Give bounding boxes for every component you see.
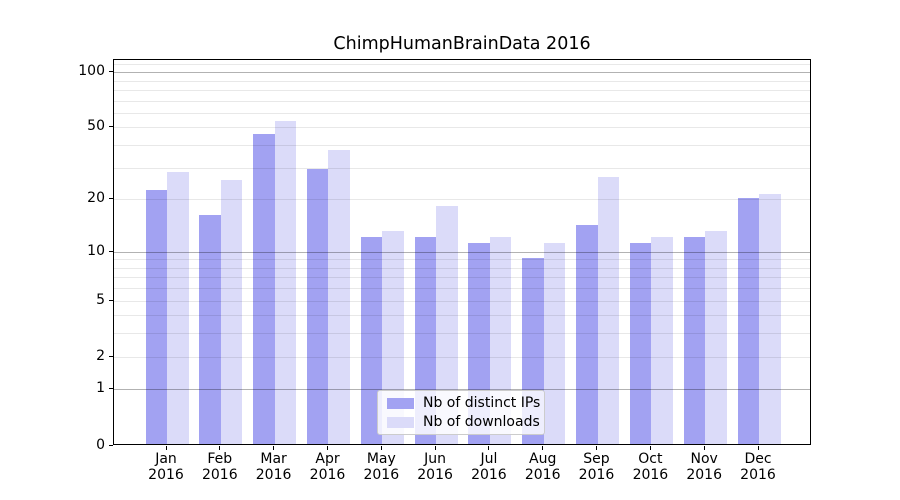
bar-distinct-ips-dec [737,197,759,444]
x-tick-year: 2016 [686,467,722,483]
x-tick-month: Mar [260,451,287,467]
bar-distinct-ips-apr [306,168,329,444]
y-axis-tick-label: 5 [96,291,105,308]
y-axis-tick-mark [109,126,113,128]
legend-swatch-downloads [387,416,414,428]
y-axis-tick-label: 20 [87,190,105,207]
x-axis-tick-label: Nov 2016 [674,451,734,483]
x-tick-year: 2016 [255,467,292,483]
bar-downloads-mar [274,121,297,444]
x-tick-month: Apr [315,451,340,467]
x-axis-tick-label: Dec 2016 [728,451,788,483]
legend: Nb of distinct IPs Nb of downloads [377,390,545,435]
y-axis-tick-label: 1 [96,380,105,397]
x-axis-tick-mark [434,446,436,450]
x-axis-tick-label: Jun 2016 [405,451,465,483]
x-tick-year: 2016 [363,467,400,483]
plot-area [113,59,811,445]
legend-label-downloads: Nb of downloads [423,414,540,430]
x-axis-tick-label: May 2016 [351,451,411,483]
bar-downloads-jun [436,205,458,444]
y-axis-tick-mark [109,388,113,390]
bar-downloads-sep [597,177,620,444]
x-axis-tick-label: Jul 2016 [459,451,519,483]
bar-distinct-ips-mar [253,134,275,444]
y-axis-tick-label: 100 [78,63,105,80]
x-tick-year: 2016 [309,467,346,483]
y-axis-tick-mark [109,444,113,446]
bar-downloads-apr [328,149,350,444]
bar-distinct-ips-feb [199,214,221,444]
y-axis-tick-label: 2 [96,347,105,364]
y-axis-tick-label: 0 [96,436,105,453]
bar-downloads-jan [167,171,189,444]
bar-distinct-ips-sep [576,224,598,444]
bar-distinct-ips-may [360,236,383,444]
y-axis-tick-mark [109,250,113,252]
bars-layer [114,60,810,444]
x-tick-month: Jun [424,451,447,467]
x-axis-tick-mark [165,446,167,450]
y-axis-tick-mark [109,198,113,200]
x-tick-month: Jul [480,451,498,467]
x-tick-year: 2016 [471,467,507,483]
legend-swatch-distinct-ips [387,397,414,409]
x-tick-month: Aug [529,451,557,467]
bar-distinct-ips-nov [683,236,706,444]
y-axis-tick-mark [109,71,113,73]
x-axis-tick-label: Feb 2016 [190,451,250,483]
x-axis-tick-label: Sep 2016 [567,451,627,483]
x-tick-year: 2016 [632,467,669,483]
bar-downloads-dec [759,193,781,444]
y-axis-tick-mark [109,299,113,301]
x-tick-month: Dec [744,451,772,467]
x-tick-year: 2016 [578,467,615,483]
y-axis-tick-label: 50 [87,118,105,135]
legend-label-distinct-ips: Nb of distinct IPs [423,395,541,411]
x-tick-month: May [366,451,396,467]
x-tick-month: Nov [690,451,718,467]
x-axis-tick-mark [273,446,275,450]
x-tick-year: 2016 [201,467,238,483]
x-tick-month: Feb [207,451,233,467]
x-axis-tick-label: Jan 2016 [136,451,196,483]
x-tick-year: 2016 [740,467,776,483]
x-axis-tick-label: Mar 2016 [244,451,304,483]
x-axis-tick-mark [703,446,705,450]
x-tick-month: Jan [155,451,177,467]
x-axis-tick-label: Aug 2016 [513,451,573,483]
x-axis-tick-mark [596,446,597,450]
x-axis-tick-mark [327,446,328,450]
y-axis-tick-label: 10 [87,242,105,259]
bar-distinct-ips-jan [145,190,167,444]
x-tick-month: Sep [583,451,610,467]
x-tick-month: Oct [638,451,663,467]
bar-downloads-nov [705,230,727,444]
legend-entry-downloads: Nb of downloads [387,414,544,430]
x-axis-tick-mark [380,446,382,450]
x-axis-tick-mark [542,446,544,450]
x-axis-tick-mark [649,446,651,450]
bar-distinct-ips-oct [629,242,652,444]
x-tick-year: 2016 [524,467,561,483]
x-axis-tick-mark [219,446,221,450]
x-axis-tick-label: Apr 2016 [298,451,358,483]
x-tick-year: 2016 [148,467,184,483]
legend-entry-distinct-ips: Nb of distinct IPs [387,395,544,411]
x-axis-tick-label: Oct 2016 [620,451,680,483]
bar-downloads-aug [543,242,566,444]
x-tick-year: 2016 [417,467,453,483]
chart-title: ChimpHumanBrainData 2016 [333,34,591,54]
y-axis-tick-mark [109,355,113,357]
x-axis-tick-mark [757,446,759,450]
bar-downloads-oct [651,236,673,444]
bar-downloads-feb [220,180,243,444]
x-axis-tick-mark [488,446,490,450]
